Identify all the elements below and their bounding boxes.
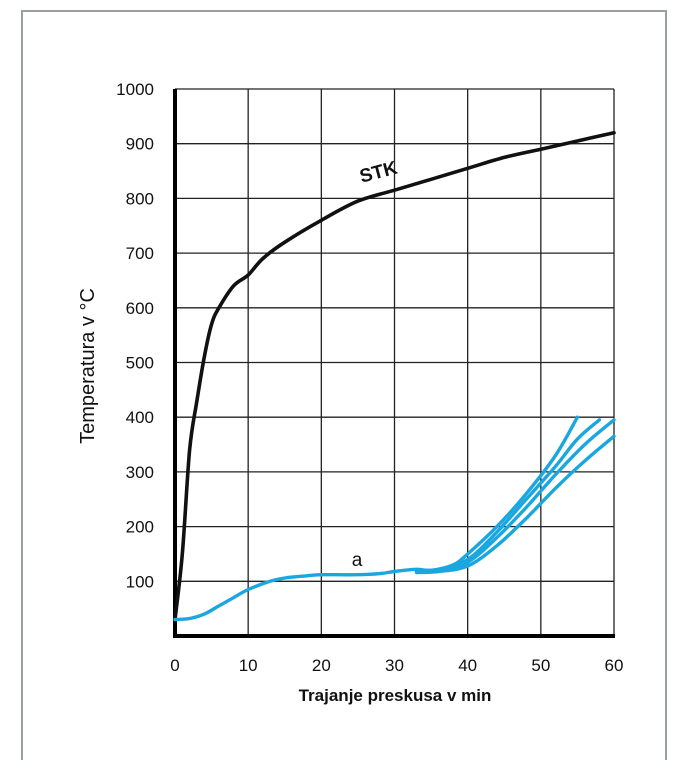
y-tick-label: 200 <box>126 518 154 537</box>
x-tick-label: 60 <box>605 656 624 675</box>
x-tick-label: 20 <box>312 656 331 675</box>
x-tick-label: 0 <box>170 656 179 675</box>
series-line-a-2 <box>414 418 602 573</box>
chart-frame <box>21 10 667 760</box>
series-lines <box>173 131 616 622</box>
series-line-a-1 <box>173 415 580 622</box>
series-line-stk <box>173 131 616 622</box>
series-line-a-3 <box>414 418 616 574</box>
y-tick-label: 900 <box>126 135 154 154</box>
series-label-stk: STK <box>358 158 400 188</box>
axes <box>173 89 615 638</box>
x-axis-label: Trajanje preskusa v min <box>299 686 492 705</box>
y-tick-label: 300 <box>126 463 154 482</box>
grid <box>175 88 615 636</box>
y-tick-label: 700 <box>126 244 154 263</box>
series-line-a-4 <box>414 434 616 575</box>
y-tick-label: 1000 <box>116 80 154 99</box>
x-tick-label: 30 <box>385 656 404 675</box>
y-tick-label: 400 <box>126 408 154 427</box>
x-tick-label: 40 <box>458 656 477 675</box>
y-tick-label: 600 <box>126 299 154 318</box>
tick-labels: 0 10 20 30 40 50 60 100 200 300 400 500 600 700 800 900… <box>116 80 623 675</box>
y-tick-label: 500 <box>126 354 154 373</box>
y-tick-label: 800 <box>126 189 154 208</box>
series-label-a: a <box>352 550 363 571</box>
x-tick-label: 50 <box>531 656 550 675</box>
x-tick-label: 10 <box>239 656 258 675</box>
y-tick-label: 100 <box>126 572 154 591</box>
y-axis-label: Temperatura v °C <box>77 288 99 444</box>
